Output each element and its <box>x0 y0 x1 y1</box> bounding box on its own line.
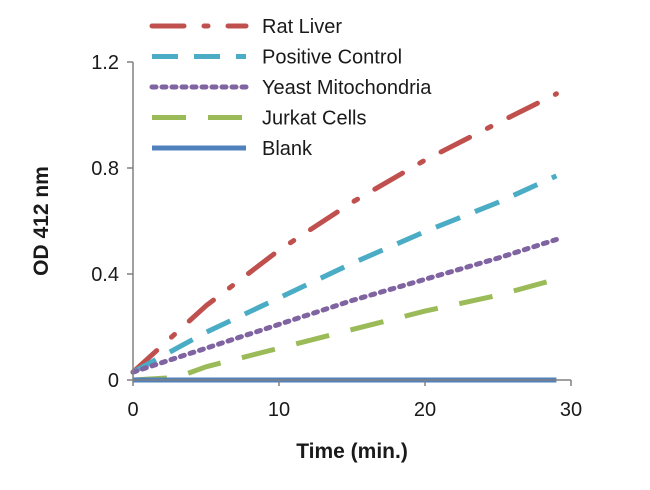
y-tick-label: 0 <box>108 370 119 392</box>
x-tick-label: 20 <box>414 399 436 421</box>
y-axis-title: OD 412 nm <box>30 166 53 276</box>
series-line-rat-liver <box>130 91 559 375</box>
legend-label: Blank <box>262 138 313 160</box>
series-line-yeast-mitochondria <box>130 237 559 375</box>
series-line-jurkat-cells <box>132 276 558 383</box>
axes: 0 0.4 0.8 1.2 0 10 20 30 <box>91 52 582 421</box>
legend-label: Jurkat Cells <box>262 108 366 130</box>
legend-label: Yeast Mitochondria <box>262 77 432 99</box>
x-axis-title: Time (min.) <box>296 440 408 463</box>
y-tick-label: 0.8 <box>91 158 119 180</box>
legend-label: Rat Liver <box>262 16 342 38</box>
legend: Rat Liver Positive Control Yeast Mitochond… <box>149 16 432 160</box>
x-tick-label: 0 <box>127 399 138 421</box>
y-tick-label: 1.2 <box>91 52 119 74</box>
x-tick-label: 10 <box>268 399 290 421</box>
series-line-positive-control <box>131 173 558 375</box>
legend-label: Positive Control <box>262 47 402 69</box>
y-tick-label: 0.4 <box>91 264 119 286</box>
plot-area <box>130 91 559 383</box>
x-tick-label: 30 <box>560 399 582 421</box>
